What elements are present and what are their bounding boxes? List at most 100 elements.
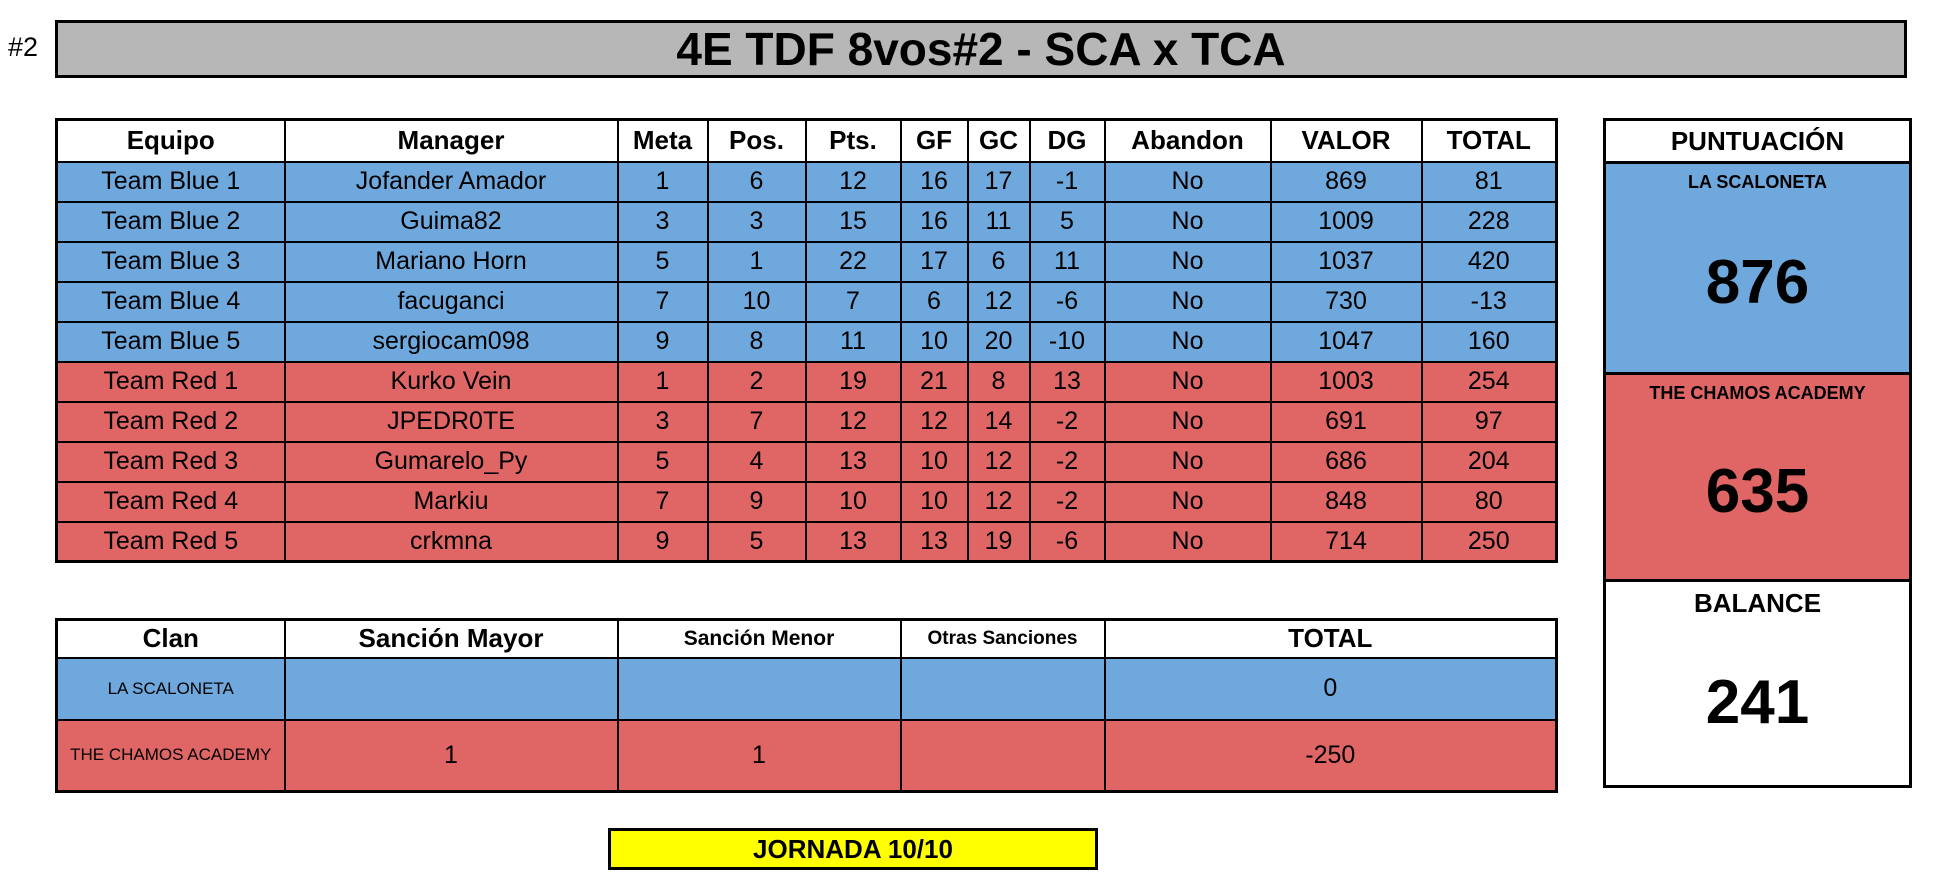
cell-total: 250 xyxy=(1420,520,1558,563)
cell-gf: 21 xyxy=(899,360,969,403)
cell-meta: 9 xyxy=(616,320,709,363)
cell-total: 228 xyxy=(1420,200,1558,243)
cell-manager: crkmna xyxy=(283,520,619,563)
cell-gf: 12 xyxy=(899,400,969,443)
cell-manager: Mariano Horn xyxy=(283,240,619,283)
cell-pts: 22 xyxy=(804,240,902,283)
cell-pts: 12 xyxy=(804,400,902,443)
team-row: Team Red 4 Markiu 7 9 10 10 12 -2 No 848… xyxy=(55,480,1558,523)
cell-equipo: Team Red 2 xyxy=(55,400,286,443)
score-section-la-scaloneta: LA SCALONETA 876 xyxy=(1606,164,1909,375)
col-header-pts: Pts. xyxy=(804,118,902,163)
team-row: Team Blue 1 Jofander Amador 1 6 12 16 17… xyxy=(55,160,1558,203)
cell-pts: 10 xyxy=(804,480,902,523)
cell-total: 81 xyxy=(1420,160,1558,203)
cell-pos: 8 xyxy=(706,320,807,363)
cell-manager: Kurko Vein xyxy=(283,360,619,403)
cell-gc: 12 xyxy=(966,480,1031,523)
cell-total: 80 xyxy=(1420,480,1558,523)
team-row: Team Blue 2 Guima82 3 3 15 16 11 5 No 10… xyxy=(55,200,1558,243)
col-header-meta: Meta xyxy=(616,118,709,163)
cell-gc: 12 xyxy=(966,440,1031,483)
cell-equipo: Team Red 4 xyxy=(55,480,286,523)
col-header-otras-sanciones: Otras Sanciones xyxy=(899,618,1106,659)
cell-valor: 730 xyxy=(1269,280,1423,323)
cell-meta: 5 xyxy=(616,440,709,483)
cell-pos: 3 xyxy=(706,200,807,243)
col-header-sancion-mayor: Sanción Mayor xyxy=(283,618,619,659)
cell-abandon: No xyxy=(1103,200,1272,243)
results-header-row: Equipo Manager Meta Pos. Pts. GF GC DG A… xyxy=(55,118,1558,163)
cell-gc: 12 xyxy=(966,280,1031,323)
cell-valor: 848 xyxy=(1269,480,1423,523)
cell-pos: 6 xyxy=(706,160,807,203)
col-header-equipo: Equipo xyxy=(55,118,286,163)
cell-valor: 691 xyxy=(1269,400,1423,443)
team-row: Team Blue 4 facuganci 7 10 7 6 12 -6 No … xyxy=(55,280,1558,323)
clan-name-label: LA SCALONETA xyxy=(1688,172,1827,192)
col-header-manager: Manager xyxy=(283,118,619,163)
cell-clan: THE CHAMOS ACADEMY xyxy=(55,718,286,793)
cell-dg: -2 xyxy=(1028,400,1106,443)
cell-manager: Markiu xyxy=(283,480,619,523)
cell-dg: -2 xyxy=(1028,480,1106,523)
cell-gf: 16 xyxy=(899,200,969,243)
score-panel-title: PUNTUACIÓN xyxy=(1606,121,1909,164)
cell-gf: 10 xyxy=(899,320,969,363)
sanctions-row: THE CHAMOS ACADEMY 1 1 -250 xyxy=(55,718,1558,793)
clan-name-label: THE CHAMOS ACADEMY xyxy=(1649,383,1866,403)
cell-pos: 9 xyxy=(706,480,807,523)
cell-gc: 11 xyxy=(966,200,1031,243)
cell-manager: sergiocam098 xyxy=(283,320,619,363)
cell-sanciones-total: -250 xyxy=(1103,718,1558,793)
cell-gc: 19 xyxy=(966,520,1031,563)
cell-manager: Guima82 xyxy=(283,200,619,243)
cell-meta: 3 xyxy=(616,200,709,243)
cell-pts: 11 xyxy=(804,320,902,363)
cell-valor: 869 xyxy=(1269,160,1423,203)
match-number: #2 xyxy=(8,32,39,62)
jornada-banner: JORNADA 10/10 xyxy=(608,828,1098,870)
score-section-balance: BALANCE 241 xyxy=(1606,582,1909,785)
cell-total: 254 xyxy=(1420,360,1558,403)
sanctions-header-row: Clan Sanción Mayor Sanción Menor Otras S… xyxy=(55,618,1558,659)
cell-total: 420 xyxy=(1420,240,1558,283)
col-header-clan: Clan xyxy=(55,618,286,659)
cell-sanciones-total: 0 xyxy=(1103,656,1558,721)
cell-abandon: No xyxy=(1103,360,1272,403)
cell-gc: 17 xyxy=(966,160,1031,203)
cell-total: 97 xyxy=(1420,400,1558,443)
col-header-sancion-menor: Sanción Menor xyxy=(616,618,902,659)
cell-manager: Jofander Amador xyxy=(283,160,619,203)
cell-pts: 13 xyxy=(804,440,902,483)
cell-pos: 1 xyxy=(706,240,807,283)
cell-otras-sanciones xyxy=(899,718,1106,793)
sanctions-row: LA SCALONETA 0 xyxy=(55,656,1558,721)
cell-valor: 1003 xyxy=(1269,360,1423,403)
cell-dg: 11 xyxy=(1028,240,1106,283)
match-title: 4E TDF 8vos#2 - SCA x TCA xyxy=(676,23,1286,75)
sanctions-table: Clan Sanción Mayor Sanción Menor Otras S… xyxy=(55,618,1559,793)
cell-dg: 13 xyxy=(1028,360,1106,403)
cell-meta: 3 xyxy=(616,400,709,443)
cell-pos: 10 xyxy=(706,280,807,323)
cell-gf: 16 xyxy=(899,160,969,203)
cell-meta: 7 xyxy=(616,280,709,323)
cell-gc: 8 xyxy=(966,360,1031,403)
cell-gf: 10 xyxy=(899,480,969,523)
cell-dg: -6 xyxy=(1028,280,1106,323)
team-row: Team Red 3 Gumarelo_Py 5 4 13 10 12 -2 N… xyxy=(55,440,1558,483)
cell-pts: 7 xyxy=(804,280,902,323)
col-header-valor: VALOR xyxy=(1269,118,1423,163)
cell-equipo: Team Red 5 xyxy=(55,520,286,563)
cell-abandon: No xyxy=(1103,520,1272,563)
team-row: Team Red 1 Kurko Vein 1 2 19 21 8 13 No … xyxy=(55,360,1558,403)
cell-meta: 9 xyxy=(616,520,709,563)
cell-meta: 1 xyxy=(616,360,709,403)
cell-meta: 1 xyxy=(616,160,709,203)
score-panel: PUNTUACIÓN LA SCALONETA 876 THE CHAMOS A… xyxy=(1603,118,1912,788)
balance-value: 241 xyxy=(1705,667,1810,737)
cell-gc: 6 xyxy=(966,240,1031,283)
score-section-chamos-academy: THE CHAMOS ACADEMY 635 xyxy=(1606,375,1909,582)
cell-equipo: Team Blue 1 xyxy=(55,160,286,203)
